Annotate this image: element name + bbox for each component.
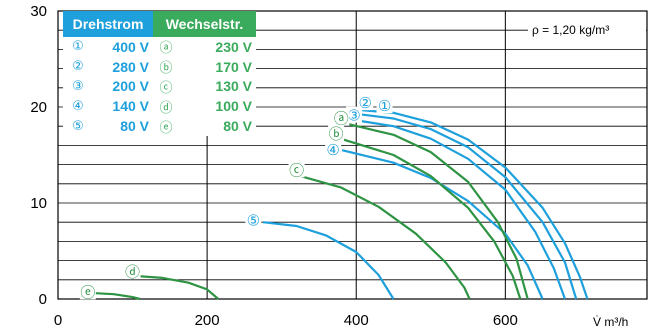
- curve-marker-backdrop: [124, 263, 141, 280]
- legend-row: ④ 140 V ⓓ 100 V: [63, 96, 256, 116]
- curve-marker-backdrop: [357, 94, 374, 111]
- series-line: [95, 292, 141, 301]
- y-tick-label: 20: [30, 99, 47, 116]
- legend-voltage-drehstrom: 280 V: [112, 58, 149, 75]
- curve-marker-label: ④: [326, 141, 339, 159]
- curve-marker-backdrop: [245, 211, 262, 228]
- y-tick-label: 0: [39, 291, 47, 308]
- legend-symbol-drehstrom: ①: [72, 39, 84, 55]
- series-line: [341, 149, 544, 300]
- legend-header-wechselstrom: Wechselstr.: [153, 11, 256, 37]
- legend-symbol-wechselstrom: ⓒ: [159, 80, 173, 96]
- legend-voltage-wechselstrom: 80 V: [223, 118, 252, 135]
- series-line: [262, 221, 395, 300]
- curve-marker-backdrop: [288, 161, 305, 178]
- tick-labels: 0 200 400 600 0 10 20 30: [30, 3, 518, 329]
- curve-marker-label: ⓔ: [80, 283, 95, 301]
- legend-voltage-wechselstrom: 230 V: [215, 38, 252, 55]
- legend-symbol-drehstrom: ⑤: [72, 118, 84, 134]
- legend-voltage-wechselstrom: 130 V: [215, 78, 252, 95]
- curve-marker-label: ⑤: [247, 211, 260, 229]
- series-layer: [95, 108, 589, 301]
- legend-rows: ① 400 V ⓐ 230 V ② 280 V ⓑ 170 V ③ 200 V ⓒ 130 V ④ 140…: [63, 37, 256, 136]
- x-tick-label: 600: [493, 312, 518, 329]
- curve-marker-backdrop: [325, 141, 342, 158]
- legend-row: ⑤ 80 V ⓔ 80 V: [63, 116, 256, 136]
- legend-voltage-drehstrom: 80 V: [120, 118, 149, 135]
- series-line: [344, 122, 529, 300]
- curve-marker-label: ⓑ: [329, 125, 344, 143]
- legend-row: ① 400 V ⓐ 230 V: [63, 37, 256, 57]
- legend-symbol-wechselstrom: ⓑ: [159, 61, 173, 77]
- curve-marker-backdrop: [345, 106, 362, 123]
- x-tick-label: 200: [195, 312, 220, 329]
- series-line: [340, 137, 522, 300]
- series-line: [300, 175, 471, 300]
- curve-marker-backdrop: [376, 97, 393, 114]
- curve-marker-label: ⓒ: [289, 161, 304, 179]
- series-line: [136, 274, 220, 300]
- legend-header-drehstrom: Drehstrom: [63, 11, 153, 37]
- series-line: [354, 112, 578, 300]
- legend-voltage-drehstrom: 140 V: [112, 98, 149, 115]
- curve-marker-label: ③: [347, 107, 360, 125]
- legend-voltage-wechselstrom: 100 V: [215, 98, 252, 115]
- x-tick-label: 400: [344, 312, 369, 329]
- legend-symbol-wechselstrom: ⓐ: [159, 41, 173, 57]
- series-line: [350, 118, 567, 300]
- series-line: [358, 108, 589, 300]
- annotation-backdrop: [528, 19, 646, 39]
- plot-frame: [57, 10, 648, 300]
- curve-marker-label: ⓐ: [334, 110, 349, 128]
- legend-voltage-wechselstrom: 170 V: [215, 58, 252, 75]
- curve-marker-backdrop: [333, 109, 350, 126]
- legend-voltage-drehstrom: 400 V: [112, 38, 149, 55]
- legend-row: ③ 200 V ⓒ 130 V: [63, 77, 256, 97]
- y-tick-label: 10: [30, 195, 47, 212]
- legend-voltage-drehstrom: 200 V: [112, 78, 149, 95]
- curve-marker-label: ①: [378, 97, 391, 115]
- legend-symbol-drehstrom: ②: [72, 59, 84, 75]
- curve-marker-label: ⓓ: [125, 263, 140, 281]
- legend-symbol-drehstrom: ④: [72, 98, 84, 114]
- legend-symbol-wechselstrom: ⓓ: [159, 100, 173, 116]
- x-axis-unit-label: V̇ m³/h: [593, 315, 628, 329]
- curve-marker-backdrop: [79, 283, 96, 300]
- legend-table: Drehstrom Wechselstr. ① 400 V ⓐ 230 V ② 280 V…: [63, 11, 256, 136]
- y-tick-label: 30: [30, 3, 47, 20]
- legend-row: ② 280 V ⓑ 170 V: [63, 57, 256, 77]
- air-density-annotation: ρ = 1,20 kg/m³: [532, 23, 609, 37]
- legend-symbol-drehstrom: ③: [72, 78, 84, 94]
- x-tick-label: 0: [54, 312, 62, 329]
- legend-header: Drehstrom Wechselstr.: [63, 11, 256, 37]
- curve-marker-backdrop: [328, 124, 345, 141]
- legend-symbol-wechselstrom: ⓔ: [159, 120, 173, 136]
